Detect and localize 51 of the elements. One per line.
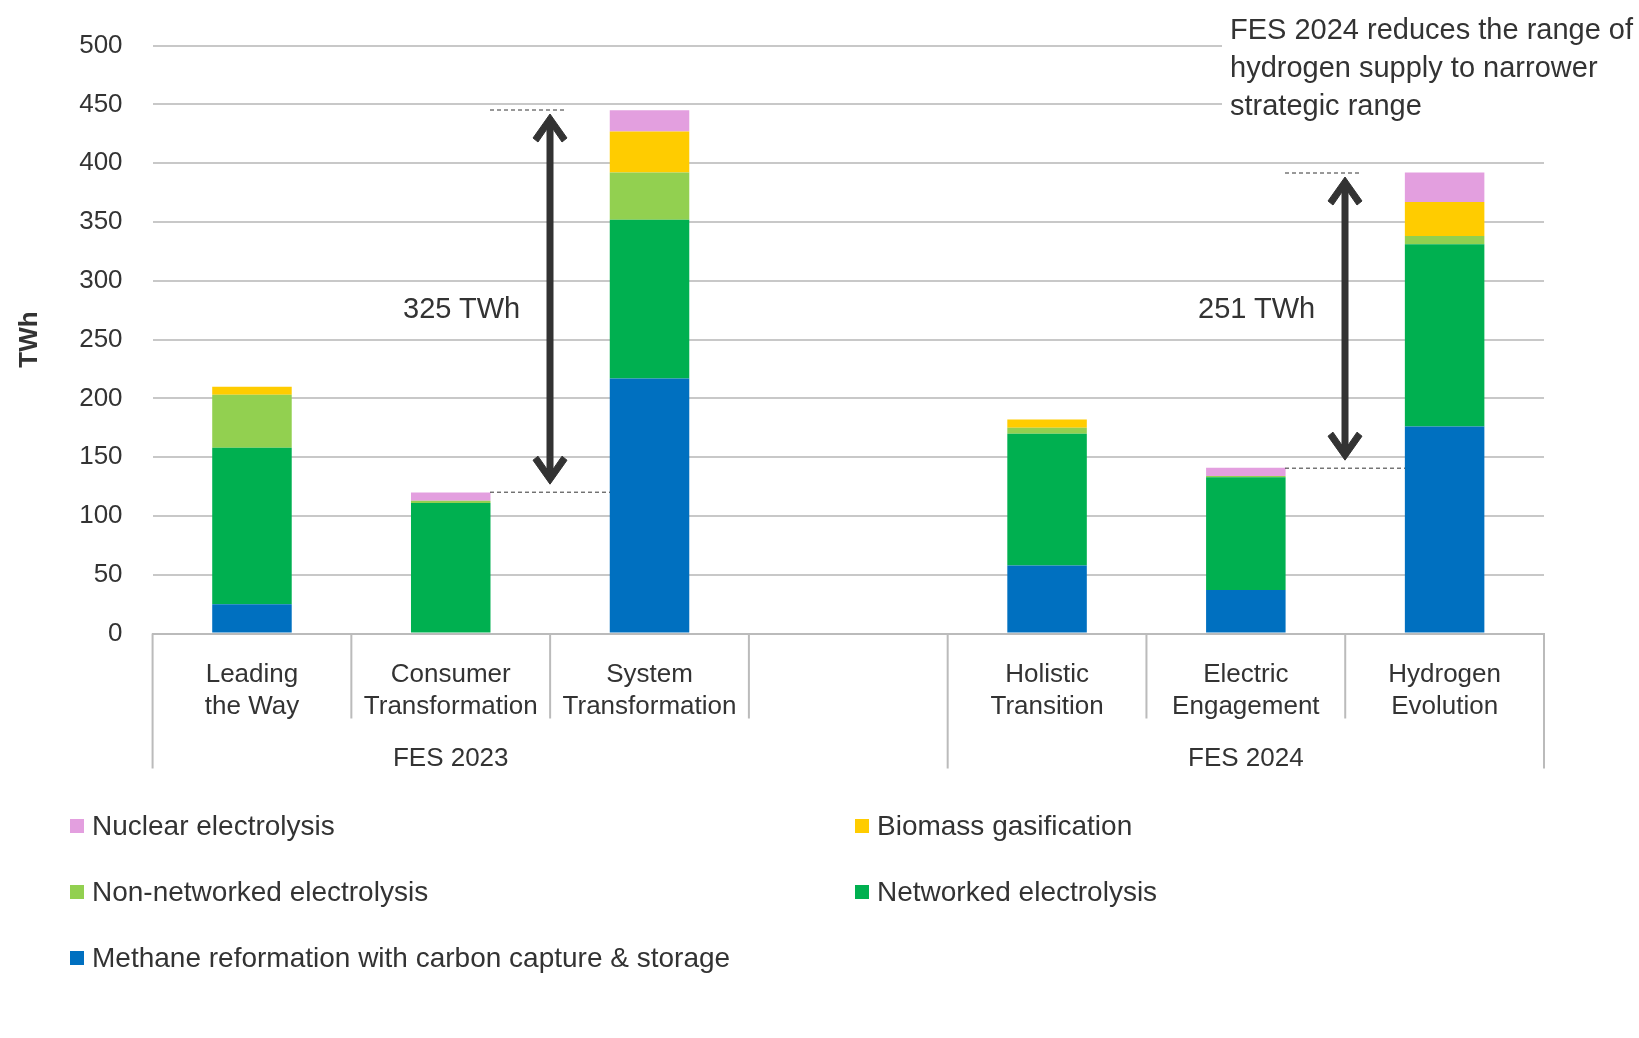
bar	[609, 172, 690, 220]
bar	[1206, 590, 1286, 633]
bar	[1404, 202, 1485, 237]
bar	[1404, 426, 1485, 633]
y-tick-label: 50	[93, 557, 123, 588]
text: FES 2023	[391, 741, 510, 773]
x-tick-label: Consumer Transformation	[363, 658, 538, 720]
y-tick-label: 150	[79, 440, 123, 471]
bar	[609, 110, 690, 132]
bar	[212, 604, 292, 633]
bar	[410, 503, 491, 633]
x-tick-label: Electric Engagement	[1172, 658, 1321, 720]
legend-label: Non-networked electrolysis	[92, 876, 429, 908]
bar	[1007, 427, 1087, 434]
bar	[410, 492, 491, 501]
y-tick-label: 100	[79, 499, 123, 530]
y-tick-label: 0	[108, 616, 123, 647]
annotation: 251 TWh	[1198, 292, 1316, 326]
bar	[1404, 236, 1485, 245]
bar	[1206, 477, 1286, 591]
x-tick-label: Hydrogen Evolution	[1388, 658, 1501, 720]
x-tick-label: Leading the Way	[204, 658, 300, 720]
bar	[609, 378, 690, 633]
x-tick-label: Holistic Transition	[990, 658, 1104, 720]
bar	[212, 394, 292, 448]
bar	[212, 447, 292, 605]
y-tick-label: 500	[79, 28, 123, 59]
bar	[1404, 172, 1485, 203]
text: FES 2024	[1187, 741, 1305, 773]
legend-label: Methane reformation with carbon capture & storage	[92, 942, 731, 974]
y-tick-label: 350	[79, 205, 123, 236]
x-tick-label: System Transformation	[562, 658, 737, 720]
annotation: 325 TWh	[403, 292, 521, 326]
legend-label: Biomass gasification	[877, 810, 1133, 842]
bar	[1007, 565, 1087, 633]
bar	[1007, 433, 1087, 566]
bar	[609, 131, 690, 173]
bar	[1404, 244, 1485, 427]
legend-label: Nuclear electrolysis	[92, 810, 335, 842]
y-tick-label: 400	[79, 146, 123, 177]
bar	[1007, 419, 1087, 428]
y-tick-label: 200	[79, 381, 123, 412]
y-axis-title: TWh	[12, 311, 43, 368]
y-tick-label: 300	[79, 263, 123, 294]
bar	[609, 219, 690, 379]
bar	[1206, 467, 1286, 477]
legend-label: Networked electrolysis	[877, 876, 1158, 908]
bar	[212, 386, 292, 395]
annotation: FES 2024 reduces the range of hydrogen supply to narrower strategic range	[1222, 6, 1639, 128]
y-tick-label: 250	[79, 322, 123, 353]
y-tick-label: 450	[79, 87, 123, 118]
